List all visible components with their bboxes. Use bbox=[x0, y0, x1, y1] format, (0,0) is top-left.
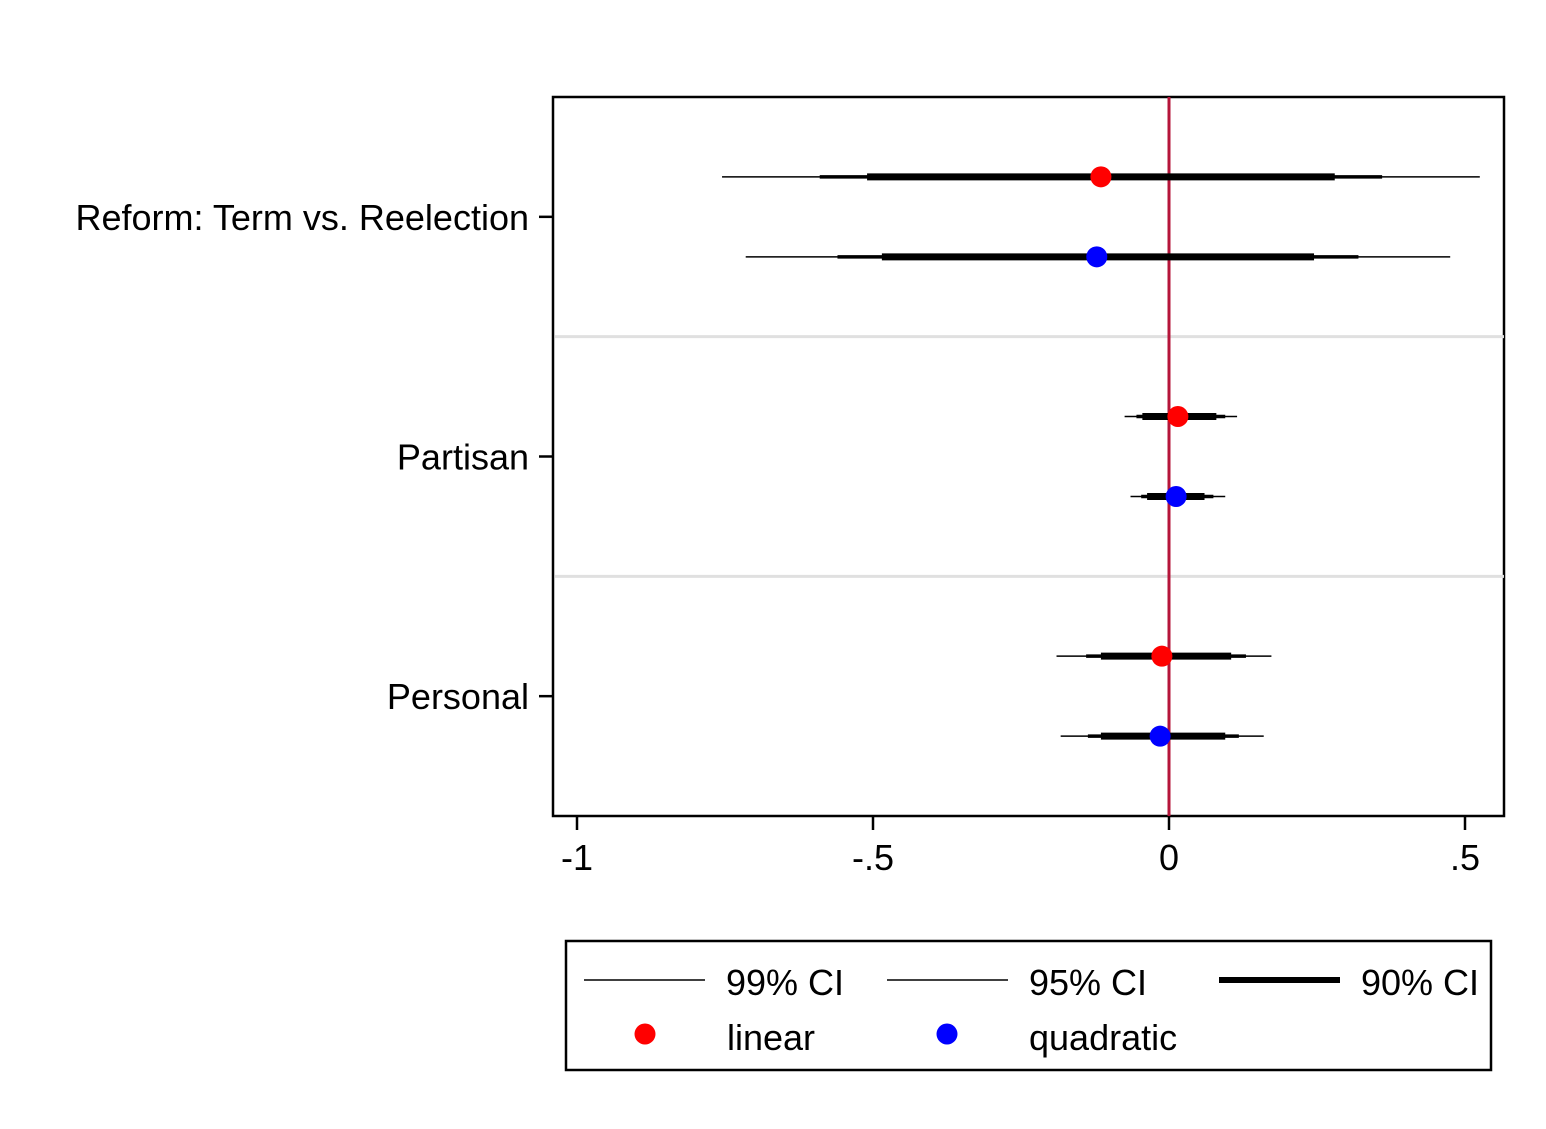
legend-marker-label: linear bbox=[727, 1017, 815, 1058]
y-category-label: Partisan bbox=[397, 437, 529, 478]
estimate-point bbox=[1090, 166, 1112, 188]
legend-marker bbox=[634, 1023, 656, 1045]
estimate-point bbox=[1086, 246, 1108, 268]
plot-frame bbox=[551, 95, 1506, 818]
y-category-label: Personal bbox=[387, 676, 529, 717]
legend-ci-label: 95% CI bbox=[1029, 962, 1147, 1003]
x-tick-label: 0 bbox=[1159, 837, 1179, 878]
estimate-point bbox=[1167, 406, 1189, 427]
estimate-point bbox=[1149, 725, 1171, 747]
x-tick-label: -1 bbox=[561, 837, 593, 878]
x-tick-label: .5 bbox=[1450, 837, 1480, 878]
legend-marker-label: quadratic bbox=[1029, 1017, 1177, 1058]
y-category-label: Reform: Term vs. Reelection bbox=[76, 197, 529, 238]
legend-box bbox=[564, 939, 1493, 1072]
x-tick-label: -.5 bbox=[852, 837, 894, 878]
estimate-point bbox=[1151, 645, 1173, 667]
legend-ci-label: 90% CI bbox=[1361, 962, 1479, 1003]
legend-marker bbox=[936, 1023, 958, 1045]
legend-ci-label: 99% CI bbox=[726, 962, 844, 1003]
estimate-point bbox=[1165, 486, 1187, 507]
